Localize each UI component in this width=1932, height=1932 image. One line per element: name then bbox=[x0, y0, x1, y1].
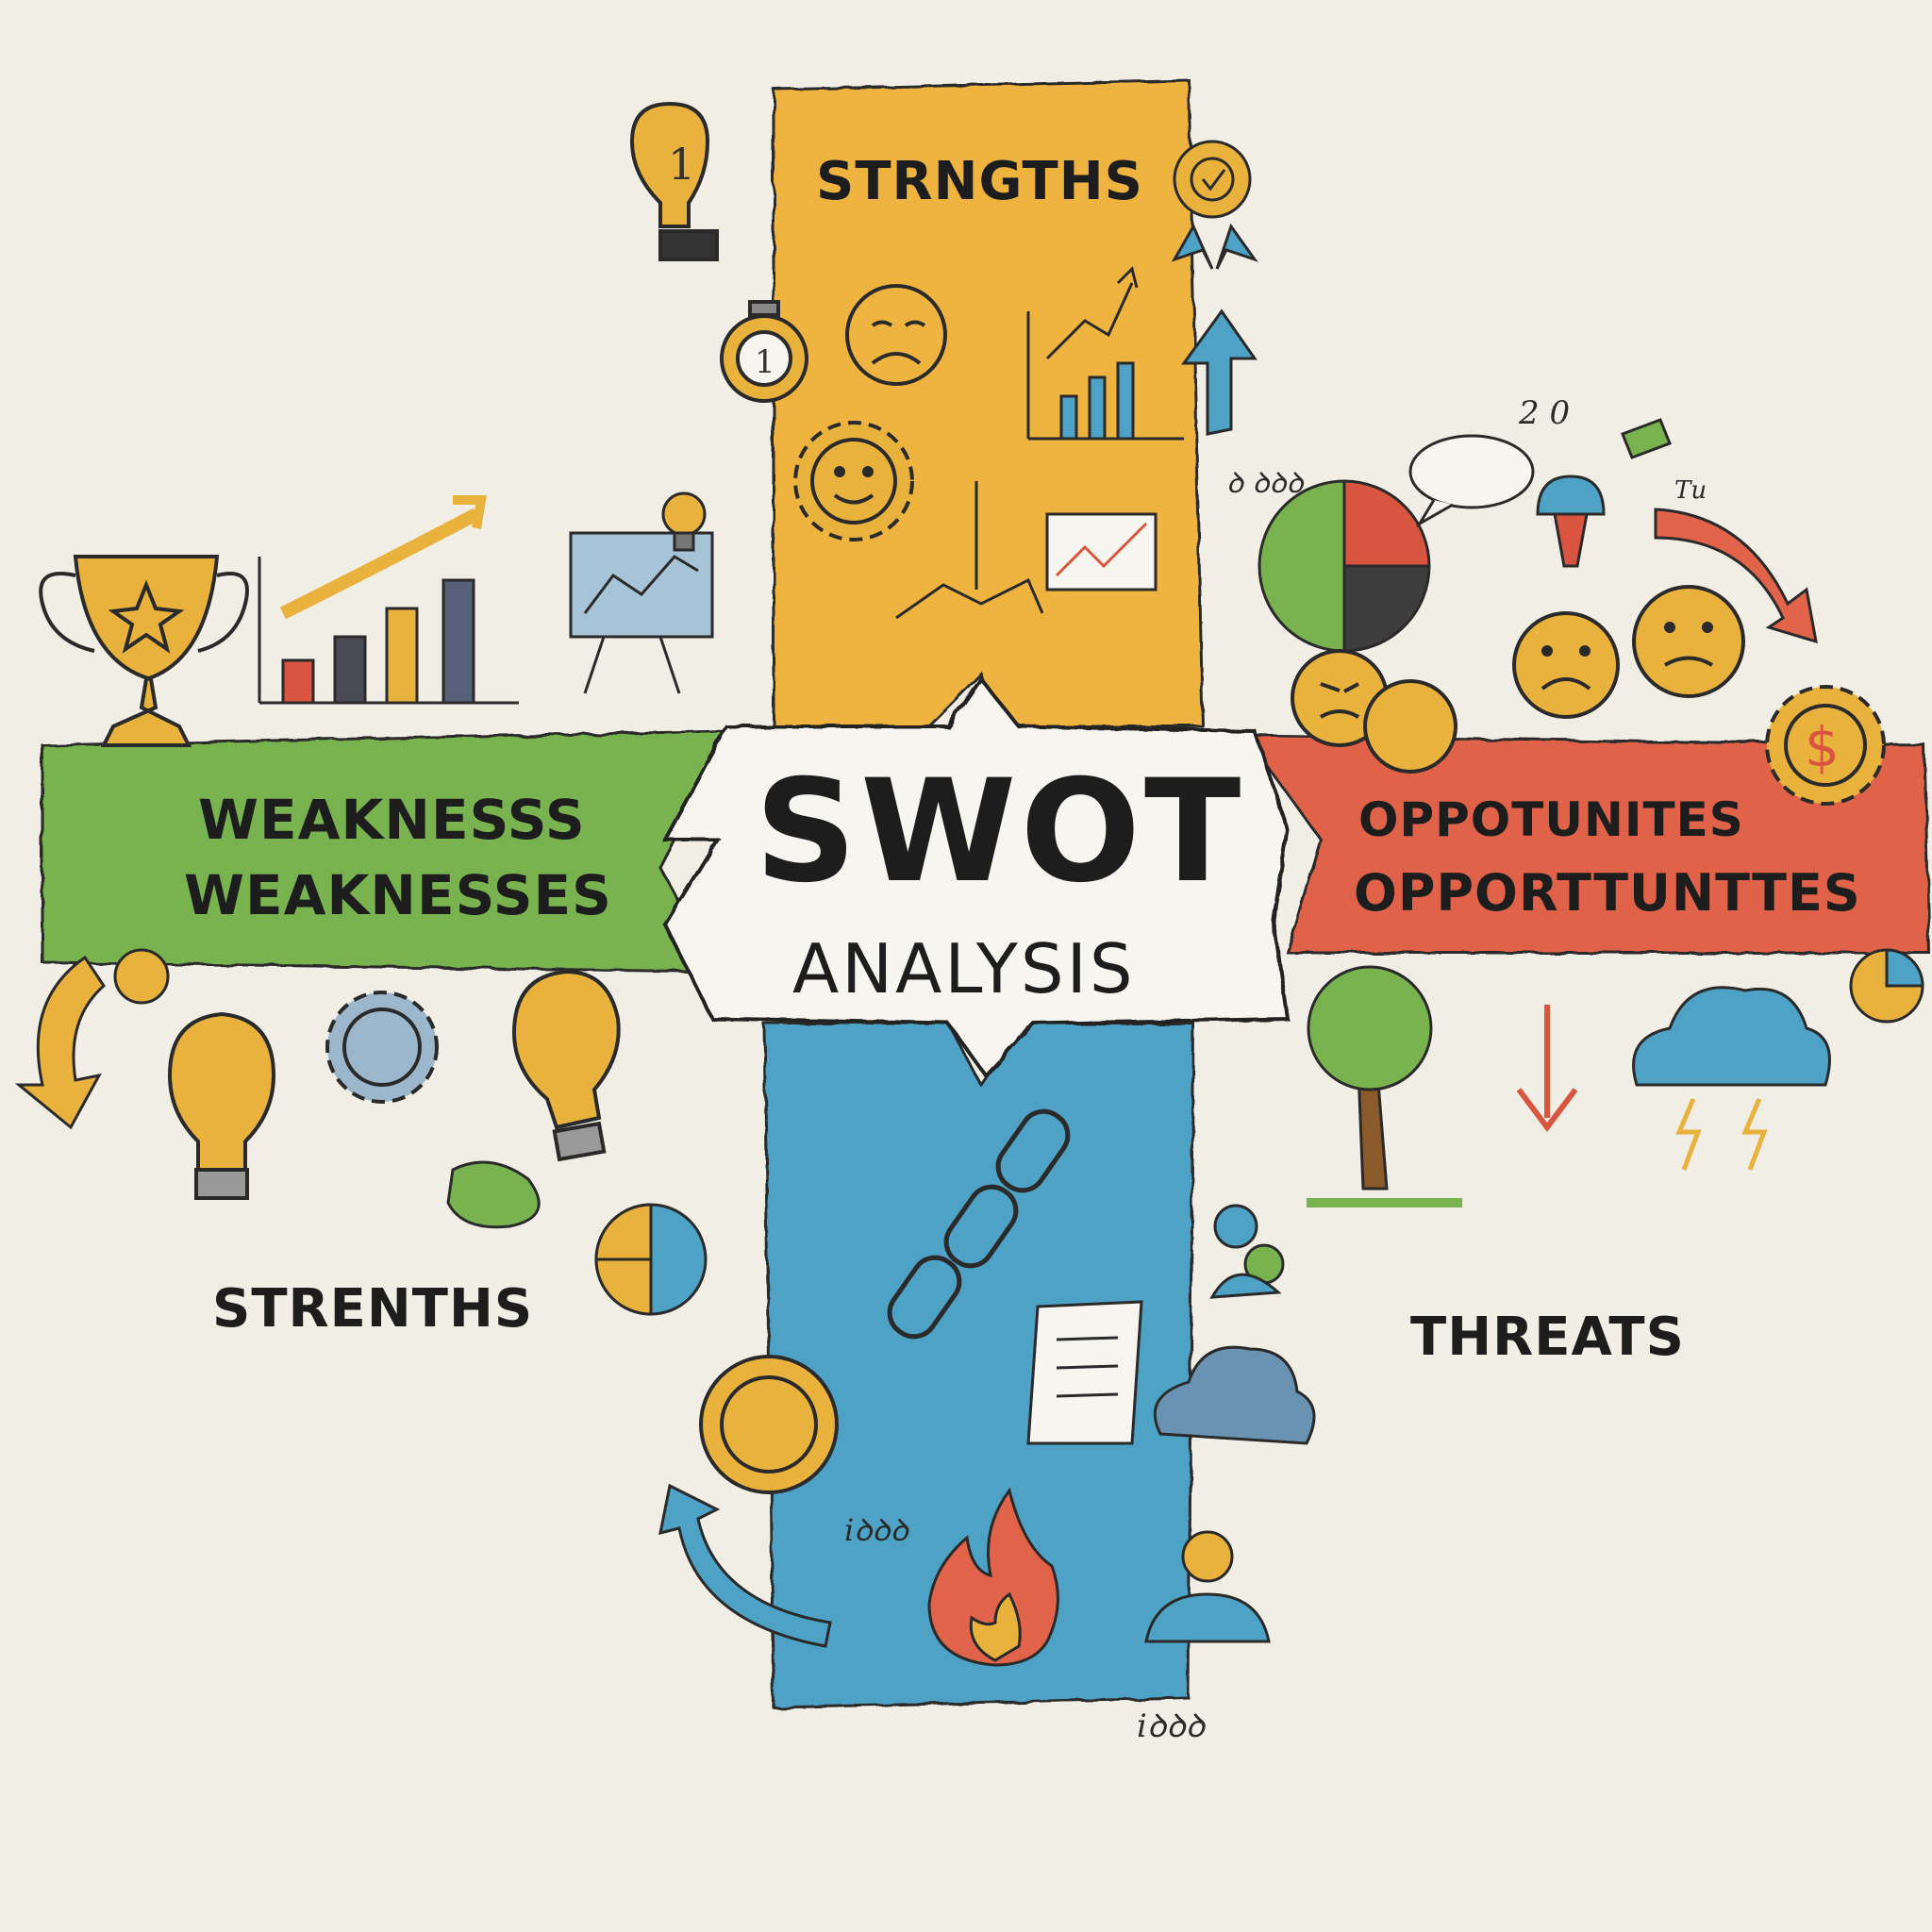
person-clock-icon bbox=[1144, 1530, 1271, 1643]
growth-bar-chart-icon bbox=[258, 495, 519, 705]
cloud-icon bbox=[1153, 1345, 1316, 1445]
strengths-bottom-label: STRENTHS bbox=[212, 1278, 534, 1340]
scribble-note: ꝺ ꝺꝺꝺ bbox=[1226, 467, 1304, 500]
up-arrow-icon bbox=[1181, 308, 1257, 436]
center-badge bbox=[661, 675, 1291, 1079]
rising-chart-icon bbox=[1026, 266, 1184, 441]
mountain-arrow-icon bbox=[895, 481, 1044, 620]
gear-smile-icon bbox=[793, 421, 914, 541]
opportunities-label-line2: OPPORTTUNTTES bbox=[1354, 863, 1861, 923]
weaknesses-label-line2: WEAKNESSES bbox=[184, 863, 612, 927]
tree-icon bbox=[1307, 965, 1462, 1208]
green-blob-icon bbox=[446, 1160, 541, 1229]
down-arrow-icon bbox=[1516, 1005, 1578, 1132]
angry-faces-icon bbox=[1291, 649, 1457, 774]
swot-title: SWOT bbox=[755, 750, 1245, 914]
presentation-board-icon bbox=[569, 531, 714, 694]
line-chart-card-icon bbox=[1045, 512, 1158, 591]
scribble-note: 2 0 bbox=[1519, 394, 1571, 432]
threats-label: THREATS bbox=[1410, 1307, 1685, 1368]
sad-face-icon bbox=[845, 284, 947, 386]
svg-text:1: 1 bbox=[755, 343, 775, 381]
curved-left-arrow-icon bbox=[14, 955, 106, 1130]
stopwatch-icon: 1 bbox=[720, 300, 808, 403]
weaknesses-label-line1: WEAKNESSS bbox=[198, 788, 586, 852]
dollar-gear-icon: $ bbox=[1765, 685, 1886, 806]
lightbulb-blue-icon bbox=[1536, 475, 1606, 568]
award-ribbon-icon bbox=[1171, 140, 1258, 270]
worried-face-icon bbox=[1632, 585, 1745, 698]
wrapped-gift-icon bbox=[1621, 418, 1672, 459]
svg-text:1: 1 bbox=[668, 139, 695, 190]
opportunities-label-line1: OPPOTUNITES bbox=[1358, 792, 1744, 847]
analysis-subtitle: ANALYSIS bbox=[792, 929, 1136, 1008]
sad-face-icon bbox=[1512, 611, 1620, 719]
storm-cloud-icon bbox=[1632, 986, 1831, 1171]
coin-icon bbox=[113, 948, 170, 1005]
scribble-note: Tu bbox=[1674, 476, 1707, 505]
coin-icon bbox=[699, 1355, 839, 1494]
people-group-icon bbox=[1209, 1204, 1285, 1299]
speech-bubble-icon bbox=[1408, 434, 1535, 528]
curved-back-arrow-icon bbox=[658, 1483, 832, 1648]
lightbulb-icon bbox=[167, 1011, 276, 1200]
fire-icon bbox=[927, 1487, 1059, 1667]
svg-text:$: $ bbox=[1805, 715, 1840, 779]
chain-link-icon bbox=[887, 1108, 1071, 1340]
sun-pie-icon bbox=[1849, 948, 1924, 1024]
lightbulb-icon bbox=[511, 969, 621, 1162]
curved-red-arrow-icon bbox=[1654, 508, 1818, 644]
blue-gear-icon bbox=[325, 991, 439, 1104]
document-icon bbox=[1026, 1300, 1143, 1445]
lightbulb-icon bbox=[661, 491, 707, 552]
scribble-note: iꝺꝺꝺ bbox=[1137, 1707, 1205, 1745]
scribble-note: iꝺꝺꝺ bbox=[844, 1512, 908, 1548]
pie-chart-icon bbox=[594, 1203, 708, 1316]
pie-chart-icon bbox=[1257, 479, 1431, 653]
strengths-top-label: STRNGTHS bbox=[816, 151, 1143, 212]
trophy-icon bbox=[39, 555, 249, 747]
lightbulb-number-icon: 1 bbox=[629, 101, 719, 261]
